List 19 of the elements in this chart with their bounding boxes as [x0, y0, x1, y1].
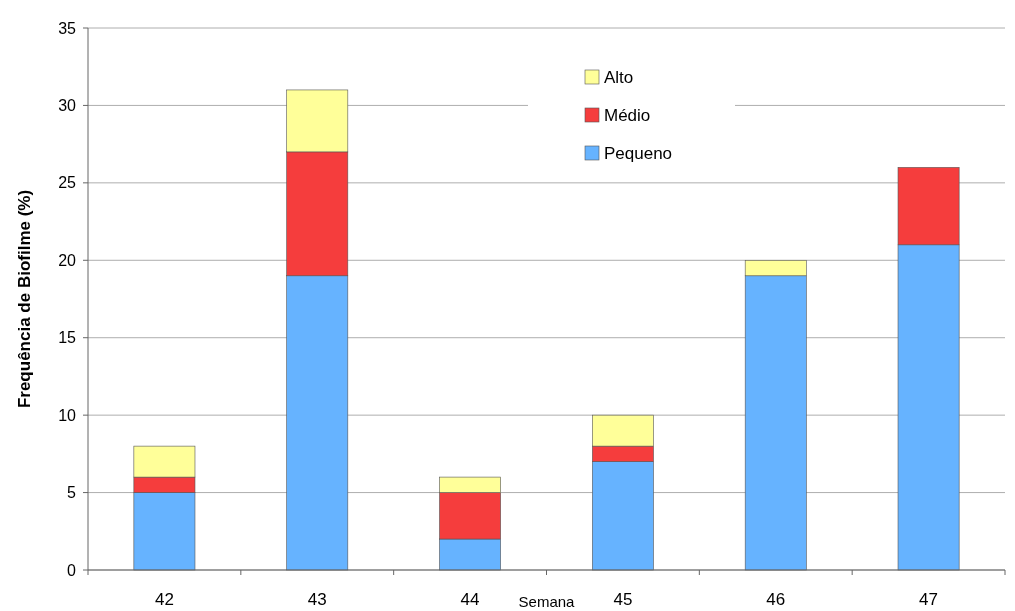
y-tick-label: 25 — [58, 174, 77, 192]
y-tick-label: 20 — [58, 251, 77, 269]
y-axis-title: Frequência de Biofilme (%) — [15, 189, 34, 409]
x-tick-label: 43 — [307, 590, 327, 609]
x-tick-label: 47 — [919, 590, 939, 609]
y-tick-label: 0 — [67, 561, 77, 579]
x-tick-label: 46 — [766, 590, 786, 609]
legend-label: Médio — [604, 105, 651, 125]
x-tick-label: 42 — [154, 590, 174, 609]
y-tick-label: 10 — [58, 406, 77, 424]
y-tick-label: 30 — [58, 97, 77, 115]
y-tick-label: 5 — [67, 484, 77, 502]
x-tick-label: 45 — [613, 590, 633, 609]
legend-label: Pequeno — [604, 143, 673, 163]
x-tick-label: 44 — [460, 590, 480, 609]
legend-label: Alto — [604, 67, 634, 87]
y-tick-label: 15 — [58, 329, 77, 347]
y-tick-label: 35 — [58, 19, 77, 37]
x-axis-title: Semana — [518, 593, 576, 610]
